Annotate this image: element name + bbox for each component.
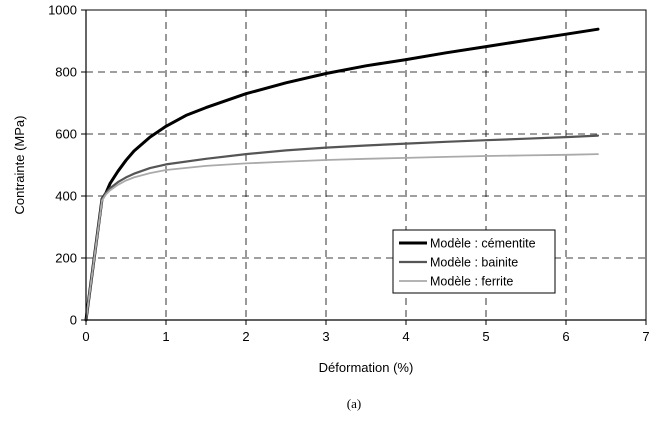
x-tick-label: 5 [482,329,489,344]
series-line-3 [85,153,599,321]
x-tick-label: 3 [322,329,329,344]
x-tick-label: 1 [162,329,169,344]
series-line-1 [84,27,600,322]
x-tick-label: 0 [82,329,89,344]
legend-label-3: Modèle : ferrite [430,275,513,289]
y-tick-label: 1000 [48,3,77,18]
series-lines [84,27,600,322]
x-tick-label: 4 [402,329,409,344]
legend-label-2: Modèle : bainite [430,256,518,270]
x-tick-labels: 0 1 2 3 4 5 6 7 [82,320,650,344]
x-tick-label: 7 [642,329,649,344]
y-tick-label: 200 [55,251,77,266]
y-tick-label: 800 [55,65,77,80]
figure-caption: (a) [347,396,361,411]
y-tick-labels: 0 200 400 600 800 1000 [48,3,86,328]
y-axis-title: Contrainte (MPa) [12,116,27,215]
x-tick-label: 2 [242,329,249,344]
legend-label-1: Modèle : cémentite [430,237,536,251]
y-tick-label: 600 [55,127,77,142]
series-line-2 [84,134,600,322]
x-tick-label: 6 [562,329,569,344]
plot-area [85,9,647,321]
legend: Modèle : cémentite Modèle : bainite Modèle… [392,229,556,294]
y-tick-label: 0 [70,313,77,328]
y-tick-label: 400 [55,189,77,204]
axes [85,10,646,321]
x-axis-title: Déformation (%) [319,360,414,375]
